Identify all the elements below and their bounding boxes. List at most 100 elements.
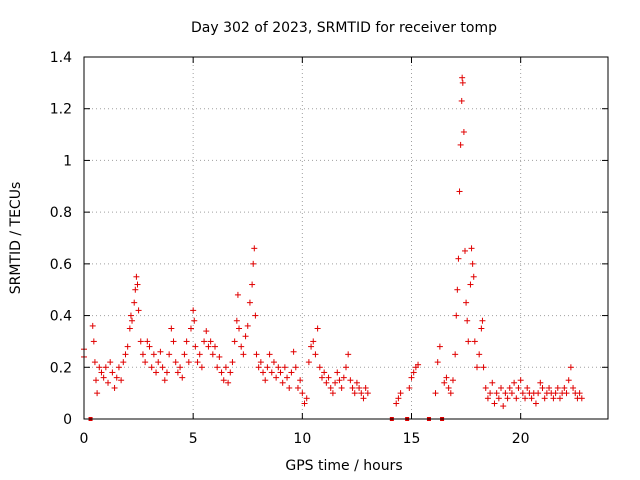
data-point <box>238 343 245 350</box>
x-axis-label: GPS time / hours <box>285 458 402 474</box>
data-point <box>502 390 509 397</box>
data-point <box>129 317 136 324</box>
data-point <box>310 338 317 345</box>
data-point <box>255 364 262 371</box>
data-point <box>493 390 500 397</box>
data-point <box>480 364 487 371</box>
data-point <box>487 390 494 397</box>
data-point <box>96 364 103 371</box>
data-point <box>546 384 553 391</box>
data-point <box>220 377 227 384</box>
data-point <box>468 245 475 252</box>
data-point <box>364 390 371 397</box>
data-point <box>434 359 441 366</box>
data-point <box>467 281 474 288</box>
y-tick-label: 1.4 <box>50 50 72 66</box>
data-point <box>347 377 354 384</box>
data-point <box>216 353 223 360</box>
data-point <box>312 351 319 358</box>
data-point <box>132 286 139 293</box>
data-point <box>251 245 258 252</box>
data-point <box>321 369 328 376</box>
data-point <box>457 141 464 148</box>
data-point <box>436 343 443 350</box>
data-point <box>464 317 471 324</box>
data-point <box>299 390 306 397</box>
data-point <box>524 384 531 391</box>
data-point <box>532 400 539 407</box>
data-point <box>105 379 112 386</box>
data-point <box>227 369 234 376</box>
y-tick-label: 0.4 <box>50 309 72 325</box>
data-point <box>115 364 122 371</box>
data-point <box>484 395 491 402</box>
data-point <box>334 369 341 376</box>
data-point <box>214 364 221 371</box>
data-point <box>455 255 462 262</box>
data-point <box>144 338 151 345</box>
data-point <box>209 351 216 358</box>
data-point <box>356 384 363 391</box>
data-point <box>454 286 461 293</box>
data-point <box>329 390 336 397</box>
data-point <box>517 377 524 384</box>
data-point <box>443 374 450 381</box>
data-point <box>246 299 253 306</box>
data-point <box>249 281 256 288</box>
data-point <box>242 333 249 340</box>
data-point <box>275 364 282 371</box>
data-point <box>465 338 472 345</box>
data-point <box>281 364 288 371</box>
data-point <box>504 395 511 402</box>
data-point <box>150 351 157 358</box>
data-point <box>459 79 466 86</box>
data-point <box>445 384 452 391</box>
tick-layer: 0 0.2 0.4 0.6 0.8 1 1.2 1.4 0 5 10 15 20 <box>50 50 608 447</box>
y-tick-label: 1.2 <box>50 102 72 118</box>
data-point <box>207 338 214 345</box>
data-point <box>314 325 321 332</box>
data-point <box>109 369 116 376</box>
data-point <box>190 307 197 314</box>
data-point <box>266 351 273 358</box>
data-point <box>345 351 352 358</box>
data-point <box>126 325 133 332</box>
data-point <box>325 374 332 381</box>
data-point <box>166 351 173 358</box>
data-point <box>360 395 367 402</box>
y-axis-label: SRMTID / TECUs <box>8 182 24 295</box>
data-point <box>257 359 264 366</box>
x-tick-label: 5 <box>189 431 198 447</box>
data-point <box>159 364 166 371</box>
data-point <box>471 338 478 345</box>
data-point <box>94 390 101 397</box>
data-point <box>432 390 439 397</box>
data-point <box>196 351 203 358</box>
data-point <box>172 359 179 366</box>
data-point <box>297 377 304 384</box>
data-point <box>118 377 125 384</box>
data-point <box>397 390 404 397</box>
data-point <box>134 281 141 288</box>
data-point <box>332 379 339 386</box>
data-point <box>570 384 577 391</box>
data-point <box>461 247 468 254</box>
data-point <box>522 395 529 402</box>
data-layer <box>81 74 585 421</box>
data-point <box>349 384 356 391</box>
data-point <box>286 384 293 391</box>
data-point <box>362 384 369 391</box>
x-tick-label: 15 <box>403 431 421 447</box>
data-point <box>393 400 400 407</box>
data-point <box>500 403 507 410</box>
data-point <box>292 364 299 371</box>
data-point <box>179 374 186 381</box>
data-point <box>225 379 232 386</box>
data-point <box>284 374 291 381</box>
data-point <box>124 343 131 350</box>
data-point <box>410 369 417 376</box>
data-point <box>185 359 192 366</box>
data-point <box>153 369 160 376</box>
data-point <box>229 359 236 366</box>
data-point <box>469 260 476 267</box>
